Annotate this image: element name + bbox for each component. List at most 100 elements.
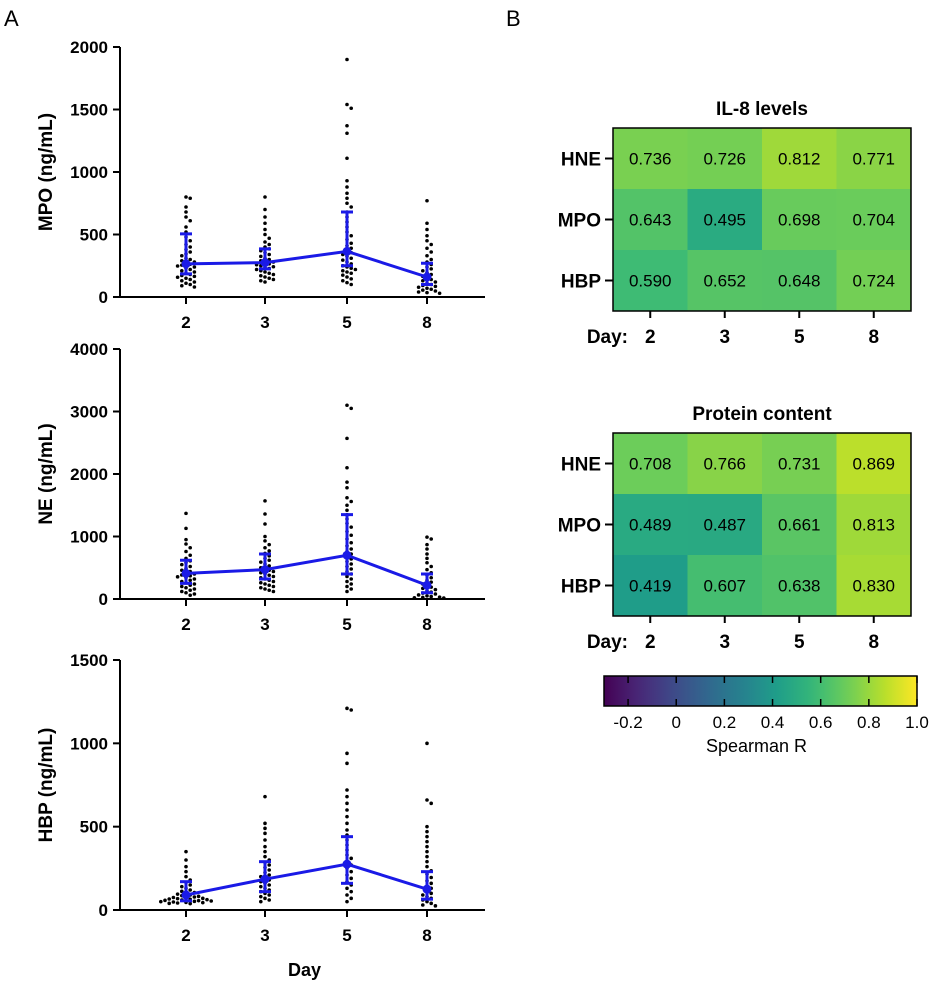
data-point [271, 589, 276, 594]
data-point [171, 900, 176, 904]
data-point [421, 595, 425, 600]
data-point [184, 537, 188, 542]
data-point [175, 275, 180, 280]
data-point [425, 594, 429, 598]
y-tick-label: 1000 [70, 163, 108, 182]
data-point [429, 875, 434, 880]
data-point [341, 258, 345, 262]
data-point [192, 285, 197, 289]
data-point [188, 257, 192, 262]
data-point [349, 499, 354, 504]
colorbar-bar [603, 675, 918, 707]
data-point [267, 883, 272, 887]
data-point [421, 268, 425, 273]
data-point [345, 706, 349, 711]
data-point [180, 278, 184, 283]
col-label: 5 [794, 632, 805, 653]
data-point [259, 894, 263, 899]
median-line [185, 553, 428, 587]
data-point [188, 888, 192, 892]
x-tick-label: 8 [422, 313, 431, 332]
data-point [184, 849, 188, 854]
data-point [345, 886, 349, 891]
data-point [345, 503, 349, 508]
data-point [425, 286, 429, 291]
colorbar-tick-label: 0.2 [713, 713, 737, 732]
cell-value: 0.495 [703, 211, 746, 230]
data-point [349, 525, 354, 529]
data-point [345, 465, 349, 470]
median-marker [422, 884, 432, 894]
x-tick-label: 8 [422, 926, 431, 945]
data-point [184, 874, 188, 879]
data-point [349, 205, 354, 209]
data-point [188, 593, 192, 598]
data-point [349, 277, 354, 281]
heatmap-title: IL-8 levels [716, 99, 808, 120]
data-point [442, 596, 446, 600]
cell-value: 0.648 [778, 272, 821, 291]
data-point [353, 267, 358, 272]
data-point [345, 57, 349, 62]
data-point [345, 403, 349, 408]
median-marker [181, 890, 191, 900]
data-point [345, 821, 349, 826]
cell-value: 0.726 [703, 150, 746, 169]
data-point [267, 583, 272, 588]
data-point [429, 287, 434, 292]
data-point [429, 901, 434, 906]
data-point [267, 236, 272, 241]
data-point [349, 587, 354, 591]
colorbar-tick-label: 0.4 [761, 713, 785, 732]
data-point [425, 829, 429, 834]
data-point [349, 533, 354, 538]
data-point [259, 899, 263, 904]
cell-value: 0.638 [778, 577, 821, 596]
data-point [180, 283, 184, 288]
data-point [180, 884, 184, 889]
colorbar-tick-label: 0 [671, 713, 680, 732]
cell-value: 0.869 [852, 455, 895, 474]
data-point [263, 270, 267, 274]
data-point [196, 894, 201, 899]
median-marker [342, 550, 352, 560]
data-point [205, 897, 209, 902]
data-point [271, 574, 276, 579]
data-point [267, 549, 272, 553]
cell-value: 0.419 [629, 577, 672, 596]
data-point [259, 560, 263, 564]
x-tick-label: 5 [342, 615, 351, 634]
data-point [188, 564, 192, 569]
col-label: 3 [719, 632, 730, 653]
data-point [254, 267, 259, 272]
data-point [416, 285, 421, 290]
y-tick-label: 4000 [70, 340, 108, 359]
data-point [345, 196, 349, 201]
y-tick-label: 0 [99, 590, 108, 609]
data-point [429, 891, 434, 896]
data-point [188, 277, 192, 282]
heatmap-cell [613, 494, 688, 556]
data-point [188, 267, 192, 272]
data-point [349, 406, 354, 411]
data-point [184, 542, 188, 546]
data-point [349, 708, 354, 712]
row-label: HNE [561, 150, 601, 171]
data-point [433, 289, 438, 293]
x-tick-label: 2 [181, 313, 190, 332]
data-point [171, 895, 176, 900]
x-tick-label: 3 [260, 615, 269, 634]
data-point [188, 250, 192, 254]
data-point [180, 253, 184, 258]
col-prefix: Day: [587, 632, 628, 653]
data-point [259, 273, 263, 278]
data-point [349, 567, 354, 571]
data-point [425, 839, 429, 844]
col-label: 2 [645, 632, 656, 653]
data-point [345, 751, 349, 756]
data-point [345, 436, 349, 441]
data-point [341, 273, 345, 277]
heatmap-cell [762, 189, 837, 251]
data-point [263, 826, 267, 831]
data-point [163, 898, 167, 903]
